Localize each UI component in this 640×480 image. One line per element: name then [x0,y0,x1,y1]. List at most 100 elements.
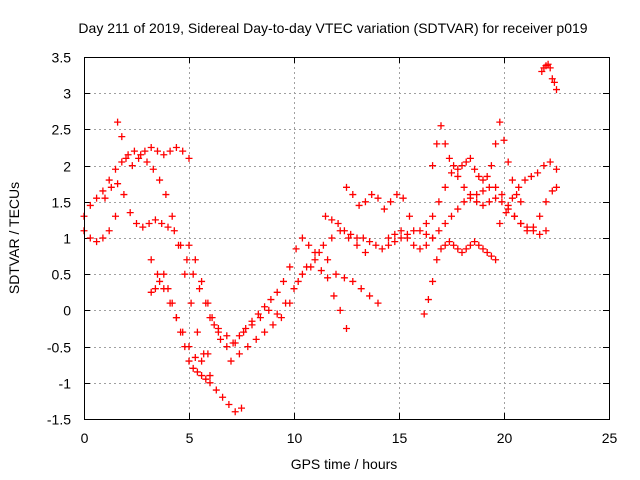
data-point [450,162,458,170]
data-point [210,321,218,329]
data-point [124,151,132,159]
data-point [198,372,206,380]
data-point [353,241,361,249]
data-point [126,209,134,217]
data-point [223,343,231,351]
data-point [523,227,531,235]
data-point [546,64,554,72]
data-point [366,238,374,246]
data-point [433,256,441,264]
data-point [366,292,374,300]
data-point [206,314,214,322]
data-point [223,332,231,340]
data-point [154,147,161,155]
data-point [86,234,94,242]
data-point [460,183,468,191]
data-point [479,245,487,253]
data-point [422,220,430,228]
data-point [550,78,558,86]
data-point [374,194,382,202]
data-point [475,241,483,249]
data-point [101,194,109,202]
data-point [112,165,119,173]
data-point [185,241,193,249]
data-point [498,191,506,199]
x-tick-label: 10 [287,430,303,446]
data-point [198,357,206,365]
data-point [508,194,516,202]
data-point [172,314,180,322]
data-point [168,299,176,307]
data-point [191,353,199,361]
data-point [466,191,474,199]
data-point [206,372,214,380]
data-point [141,147,149,155]
data-point [286,299,294,307]
x-tick-label: 25 [602,430,618,446]
data-point [343,325,350,332]
data-point [294,277,302,285]
data-point [496,118,504,126]
data-point [86,201,94,209]
data-point [105,176,113,184]
data-point [471,165,479,173]
y-tick-label: 2 [63,159,71,175]
data-point [273,288,281,296]
data-point [540,162,548,170]
data-point [353,234,361,242]
data-point [198,277,206,285]
data-point [292,245,300,253]
data-point [235,350,243,358]
data-point [517,198,525,206]
series-track [185,234,350,351]
data-point [265,306,273,314]
data-point [298,234,306,242]
data-point [391,238,399,246]
data-point [179,147,187,155]
data-point [151,285,159,293]
series-track [206,248,382,347]
data-point [164,285,172,293]
series-track [385,183,550,253]
data-point [483,248,491,256]
data-point [311,256,319,264]
data-point [380,205,388,213]
data-point [441,241,449,249]
data-point [334,220,342,228]
data-point [290,285,298,293]
data-point [492,194,500,202]
series-track [496,158,560,228]
data-point [193,368,201,376]
data-point [487,162,495,170]
data-point [114,118,122,126]
data-point [156,277,164,285]
data-point [385,241,392,249]
data-point [517,220,525,228]
data-point [99,234,107,242]
data-point [139,223,147,231]
data-point [164,223,172,231]
chart-title: Day 211 of 2019, Sidereal Day-to-day VTE… [78,20,587,36]
data-point [546,158,554,166]
data-point [416,245,424,253]
data-point [166,147,174,155]
data-point [181,270,189,278]
data-point [261,328,269,336]
data-point [406,212,413,220]
data-point [319,241,327,249]
data-point [355,201,363,209]
data-point [399,194,407,202]
series-track [343,183,413,220]
series-track [227,227,369,365]
data-point [261,303,269,311]
data-point [479,187,487,195]
data-point [162,191,170,199]
data-point [429,212,437,220]
data-point [397,227,405,235]
data-point [538,67,546,75]
data-point [448,212,455,220]
data-point [322,212,329,220]
data-point [328,234,336,242]
